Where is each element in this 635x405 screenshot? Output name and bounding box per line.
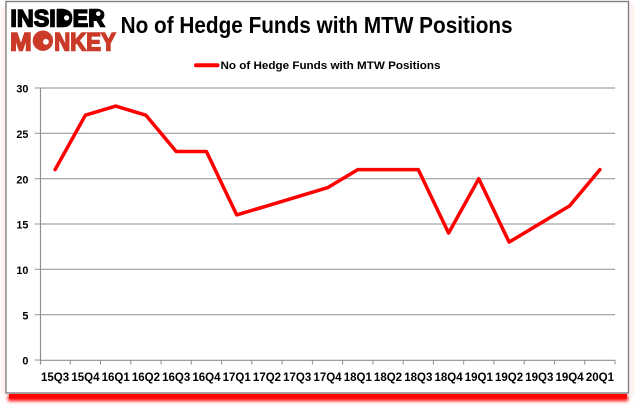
svg-text:No of Hedge Funds with MTW Pos: No of Hedge Funds with MTW Positions (221, 60, 441, 72)
svg-text:15: 15 (16, 220, 28, 232)
svg-text:20Q1: 20Q1 (586, 372, 615, 384)
svg-text:30: 30 (16, 84, 28, 96)
svg-text:NKEY: NKEY (54, 28, 116, 56)
svg-text:15Q4: 15Q4 (71, 372, 100, 384)
svg-text:17Q3: 17Q3 (283, 372, 311, 384)
svg-text:16Q1: 16Q1 (102, 372, 131, 384)
svg-text:15Q3: 15Q3 (41, 372, 69, 384)
svg-text:20: 20 (16, 174, 28, 186)
svg-text:18Q1: 18Q1 (344, 372, 373, 384)
svg-text:0: 0 (22, 356, 28, 368)
svg-text:17Q2: 17Q2 (253, 372, 281, 384)
svg-text:17Q4: 17Q4 (313, 372, 342, 384)
svg-text:5: 5 (22, 310, 28, 322)
svg-text:18Q2: 18Q2 (374, 372, 402, 384)
svg-text:19Q3: 19Q3 (525, 372, 553, 384)
svg-text:No of Hedge Funds with MTW Pos: No of Hedge Funds with MTW Positions (121, 12, 513, 38)
svg-text:19Q4: 19Q4 (556, 372, 585, 384)
svg-text:16Q4: 16Q4 (192, 372, 221, 384)
svg-text:19Q1: 19Q1 (465, 372, 494, 384)
svg-text:18Q4: 18Q4 (435, 372, 464, 384)
svg-text:M: M (10, 28, 32, 56)
svg-text:16Q3: 16Q3 (162, 372, 190, 384)
svg-text:18Q3: 18Q3 (404, 372, 432, 384)
svg-text:17Q1: 17Q1 (223, 372, 252, 384)
svg-text:10: 10 (16, 265, 28, 277)
svg-text:19Q2: 19Q2 (495, 372, 523, 384)
svg-text:16Q2: 16Q2 (132, 372, 160, 384)
svg-text:25: 25 (16, 129, 28, 141)
